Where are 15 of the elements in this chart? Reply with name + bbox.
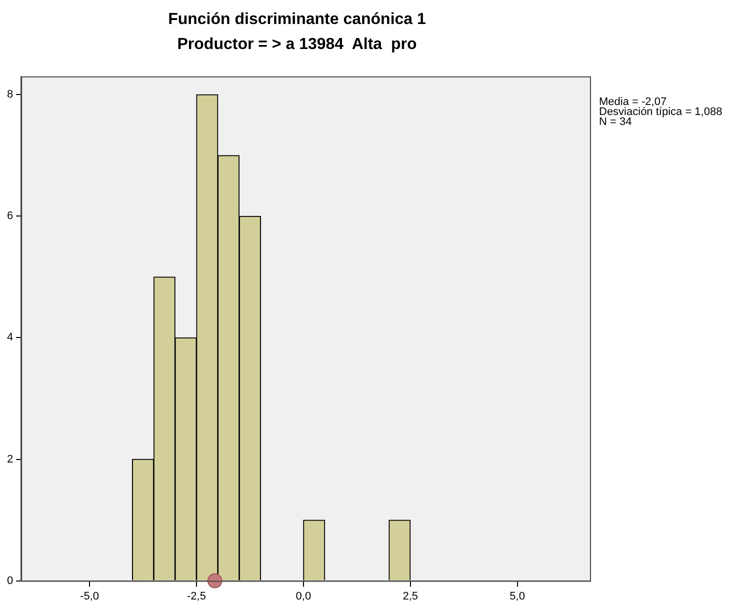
x-tick-label: -2,5 — [187, 590, 206, 602]
x-tick-label: -5,0 — [80, 590, 100, 602]
y-tick-label: 6 — [6, 210, 14, 222]
x-tick-label: 0,0 — [296, 590, 312, 602]
x-tick-label: 5,0 — [510, 590, 525, 602]
text: Media = -2,07 — [599, 96, 667, 108]
y-tick-label: 8 — [6, 88, 14, 101]
y-tick-label: 0 — [6, 574, 14, 587]
chart-subtitle: Productor = > a 13984 Alta pro — [177, 36, 417, 54]
y-tick-label: 4 — [6, 332, 14, 344]
chart-title: Función discriminante canónica 1 — [168, 11, 426, 28]
text: Desviación típica = 1,088 — [599, 106, 722, 118]
x-tick-label: 2,5 — [402, 590, 418, 602]
text: N = 34 — [599, 116, 632, 128]
y-tick-label: 2 — [6, 453, 14, 466]
